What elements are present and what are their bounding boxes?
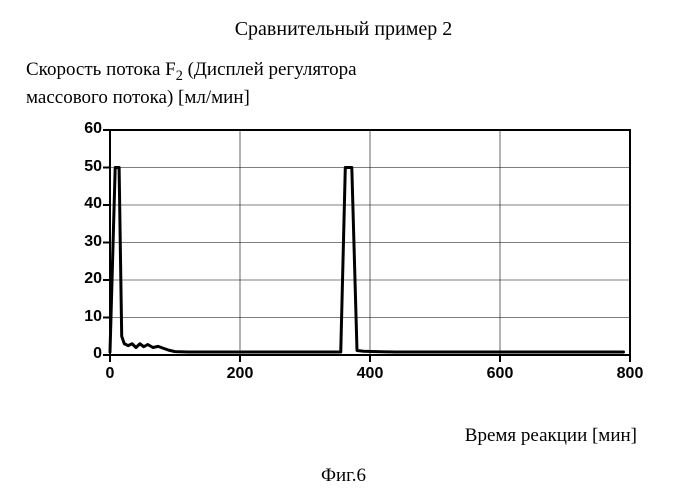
x-tick-label: 800 (605, 365, 655, 383)
figure-number: Фиг.6 (0, 465, 687, 487)
page: Сравнительный пример 2 Скорость потока F… (0, 0, 687, 500)
x-axis-label: Время реакции [мин] (465, 425, 637, 447)
chart-title: Сравнительный пример 2 (0, 18, 687, 41)
y-tick-label: 30 (62, 233, 102, 251)
y-tick-label: 20 (62, 270, 102, 288)
x-tick-label: 0 (85, 365, 135, 383)
y-tick-label: 0 (62, 345, 102, 363)
y-tick-label: 50 (62, 158, 102, 176)
y-tick-label: 10 (62, 308, 102, 326)
x-tick-label: 400 (345, 365, 395, 383)
x-tick-label: 200 (215, 365, 265, 383)
y-axis-label: Скорость потока F2 (Дисплей регулятора м… (26, 58, 406, 109)
chart-svg (60, 120, 640, 390)
chart-area: 01020304050600200400600800 (60, 120, 640, 390)
y-tick-label: 40 (62, 195, 102, 213)
y-tick-label: 60 (62, 120, 102, 138)
x-tick-label: 600 (475, 365, 525, 383)
